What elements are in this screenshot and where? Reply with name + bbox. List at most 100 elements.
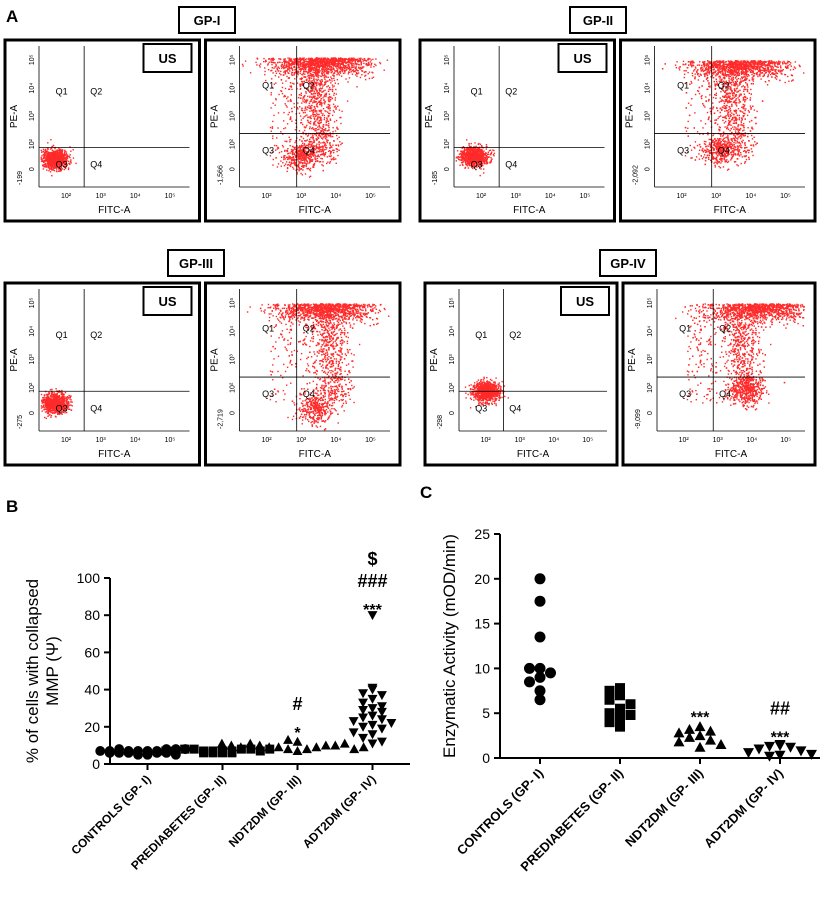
data-point	[367, 704, 378, 714]
data-point	[235, 742, 246, 752]
y-tick-label: 10²	[647, 382, 654, 393]
significance-annotation: ***	[363, 602, 382, 619]
y-tick-label: 10²	[230, 138, 237, 149]
y-tick-label: 0	[92, 756, 100, 772]
quadrant-label-q3: Q3	[262, 145, 274, 155]
y-tick-label: 10⁴	[444, 83, 451, 94]
x-tick-label: 10⁴	[745, 193, 756, 200]
data-point	[358, 689, 368, 699]
data-point	[386, 719, 397, 729]
x-category-label: ADT2DM (GP- IV)	[701, 766, 786, 851]
data-point	[283, 734, 293, 744]
data-point	[226, 740, 237, 750]
significance-annotation: $	[367, 549, 377, 569]
y-tick-label: 10²	[230, 382, 237, 393]
data-point	[358, 722, 368, 732]
dot-plot-stained: Q1 Q2 Q3 Q4 10² 10³ 10⁴ 10⁵ 0 10² 10³ 10⁴ 10⁵ -2,719 F…	[204, 281, 402, 467]
x-category-label: CONTROLS (GP- I)	[68, 772, 153, 857]
x-axis-title: FITC-A	[299, 449, 332, 460]
quadrant-label-q3: Q3	[56, 159, 68, 169]
data-point	[705, 725, 716, 736]
dot-plot-stained: Q1 Q2 Q3 Q4 10² 10³ 10⁴ 10⁵ 0 10² 10³ 10⁴ 10⁵ -9,099 F…	[621, 281, 817, 467]
data-point	[534, 595, 546, 607]
data-point	[377, 707, 387, 717]
y-tick-label: 20	[474, 571, 490, 587]
significance-annotation: ***	[771, 730, 790, 747]
data-point	[348, 717, 359, 727]
data-point	[254, 740, 265, 750]
flow-group-1: GP-I Q1 Q2 Q3 Q4 10² 10³ 10⁴ 10⁵ 0 10² 10³ 10⁴ 10⁵ -19…	[3, 6, 402, 223]
x-tick-label: 10²	[679, 437, 690, 444]
data-point	[180, 744, 190, 754]
data-point	[292, 746, 303, 756]
y-tick-label: 10³	[645, 110, 652, 121]
significance-annotation: ***	[691, 710, 710, 727]
y-tick-label: 10²	[29, 382, 36, 393]
data-point	[264, 742, 275, 752]
data-point	[367, 611, 378, 621]
quadrant-label-q1: Q1	[471, 87, 483, 97]
x-category-label: NDT2DM (GP- III)	[622, 766, 706, 850]
data-point	[123, 746, 134, 756]
quadrant-label-q3: Q3	[475, 403, 487, 413]
quadrant-label-q1: Q1	[56, 87, 68, 97]
svg-text:US: US	[158, 51, 176, 66]
panel-label-c: C	[420, 483, 432, 502]
y-tick-label: 0	[645, 167, 652, 171]
data-point	[604, 708, 615, 719]
data-point	[604, 685, 615, 696]
quadrant-label-q2: Q2	[90, 87, 102, 97]
data-point	[311, 742, 322, 752]
quadrant-label-q4: Q4	[505, 159, 517, 169]
x-tick-label: 10⁵	[780, 437, 791, 444]
x-tick-label: 10⁵	[780, 193, 791, 200]
data-point	[764, 741, 775, 752]
data-point	[377, 715, 387, 725]
x-tick-label: 10⁴	[545, 193, 556, 200]
data-point	[764, 751, 775, 762]
x-tick-label: 10²	[262, 193, 273, 200]
quadrant-label-q2: Q2	[719, 324, 731, 334]
data-point	[367, 720, 378, 730]
data-point	[283, 744, 293, 754]
quadrant-label-q4: Q4	[718, 145, 730, 155]
flow-group-3: GP-III Q1 Q2 Q3 Q4 10² 10³ 10⁴ 10⁵ 0 10² 10³ 10⁴ 10⁵ -…	[3, 249, 402, 467]
x-tick-label: 10⁴	[548, 437, 559, 444]
chart-b-mmp-collapse: 0 20 40 60 80 100 % of cells with collapsedMMP…	[23, 549, 410, 873]
y-axis-title: PE-A	[210, 105, 221, 129]
y-tick-label: 10⁵	[230, 54, 237, 65]
event-dots	[40, 139, 77, 177]
quadrant-label-q2: Q2	[505, 87, 517, 97]
x-tick-label: 10⁵	[165, 437, 176, 444]
data-point	[684, 723, 695, 734]
x-axis-title: FITC-A	[98, 205, 131, 216]
data-point	[694, 741, 706, 752]
x-tick-label: 10⁴	[130, 437, 141, 444]
y-min-label: -298	[437, 415, 444, 429]
data-point	[227, 748, 237, 758]
data-point	[534, 631, 546, 643]
data-point	[673, 736, 685, 747]
y-tick-label: 15	[474, 616, 490, 632]
y-tick-label: 40	[84, 682, 100, 698]
data-point	[142, 746, 153, 756]
plot-frame	[204, 38, 402, 223]
quadrant-label-q4: Q4	[303, 145, 315, 155]
series-3	[216, 734, 369, 756]
data-point	[604, 694, 615, 705]
data-point	[774, 750, 786, 761]
data-point	[358, 698, 368, 708]
data-point	[255, 746, 265, 756]
data-point	[320, 740, 331, 750]
data-point	[545, 667, 556, 679]
data-point	[367, 711, 378, 721]
quadrant-label-q1: Q1	[475, 330, 487, 340]
event-dots	[246, 303, 390, 431]
x-tick-label: 10³	[711, 193, 722, 200]
y-tick-label: 10⁵	[645, 54, 652, 65]
data-point	[114, 747, 125, 758]
series-4	[348, 611, 397, 749]
y-tick-label: 10³	[230, 354, 237, 365]
x-tick-label: 10³	[296, 437, 307, 444]
